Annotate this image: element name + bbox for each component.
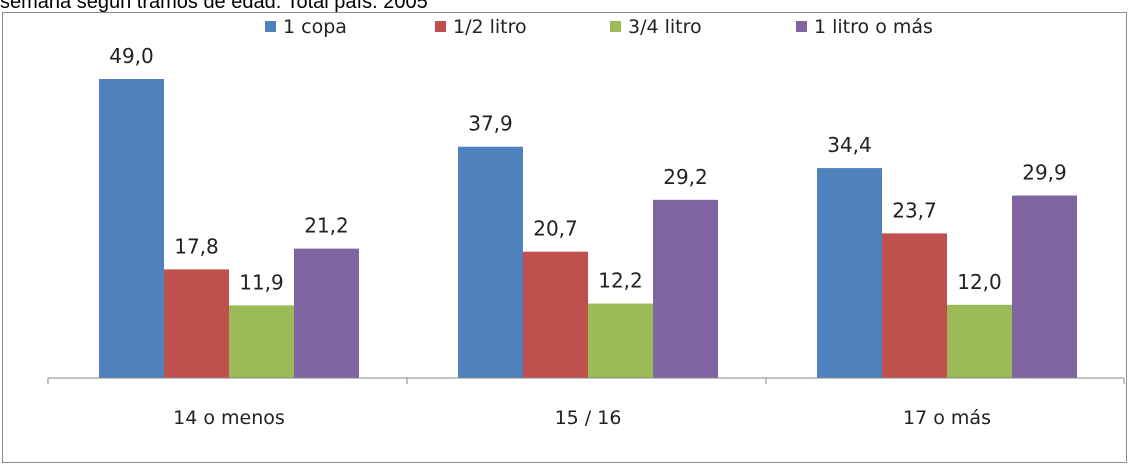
data-label: 12,0: [957, 270, 1002, 294]
legend-swatch: [610, 21, 621, 32]
bar-1-litro-o-m-s-2: [1012, 195, 1077, 378]
bar-1-2-litro-1: [523, 251, 588, 378]
data-label: 34,4: [827, 133, 872, 157]
legend-swatch: [435, 21, 446, 32]
data-label: 49,0: [109, 44, 154, 68]
bar-1-2-litro-2: [882, 233, 947, 378]
category-label: 15 / 16: [555, 407, 622, 429]
data-label: 23,7: [892, 198, 937, 222]
data-label: 29,2: [663, 165, 708, 189]
legend-label: 1 copa: [283, 16, 347, 38]
legend-swatch: [796, 21, 807, 32]
bar-1-copa-2: [817, 168, 882, 378]
chart-caption: semana según tramos de edad. Total país.…: [0, 0, 428, 13]
bar-1-copa-1: [458, 146, 523, 378]
bar-1-copa-0: [99, 79, 164, 378]
legend-swatch: [265, 21, 276, 32]
legend-label: 1 litro o más: [814, 16, 933, 38]
category-label: 17 o más: [903, 407, 991, 429]
bar-1-litro-o-m-s-1: [653, 199, 718, 378]
bar-3-4-litro-2: [947, 304, 1012, 378]
bar-1-2-litro-0: [164, 269, 229, 378]
data-label: 17,8: [174, 234, 219, 258]
bar-3-4-litro-1: [588, 303, 653, 378]
data-label: 12,2: [598, 269, 643, 293]
legend-label: 3/4 litro: [628, 16, 702, 38]
data-label: 21,2: [304, 214, 349, 238]
bar-3-4-litro-0: [229, 305, 294, 378]
data-label: 20,7: [533, 217, 578, 241]
bar-1-litro-o-m-s-0: [294, 248, 359, 378]
data-label: 29,9: [1022, 161, 1067, 185]
category-label: 14 o menos: [173, 407, 285, 429]
data-label: 11,9: [239, 270, 284, 294]
legend-label: 1/2 litro: [453, 16, 527, 38]
data-label: 37,9: [468, 112, 513, 136]
